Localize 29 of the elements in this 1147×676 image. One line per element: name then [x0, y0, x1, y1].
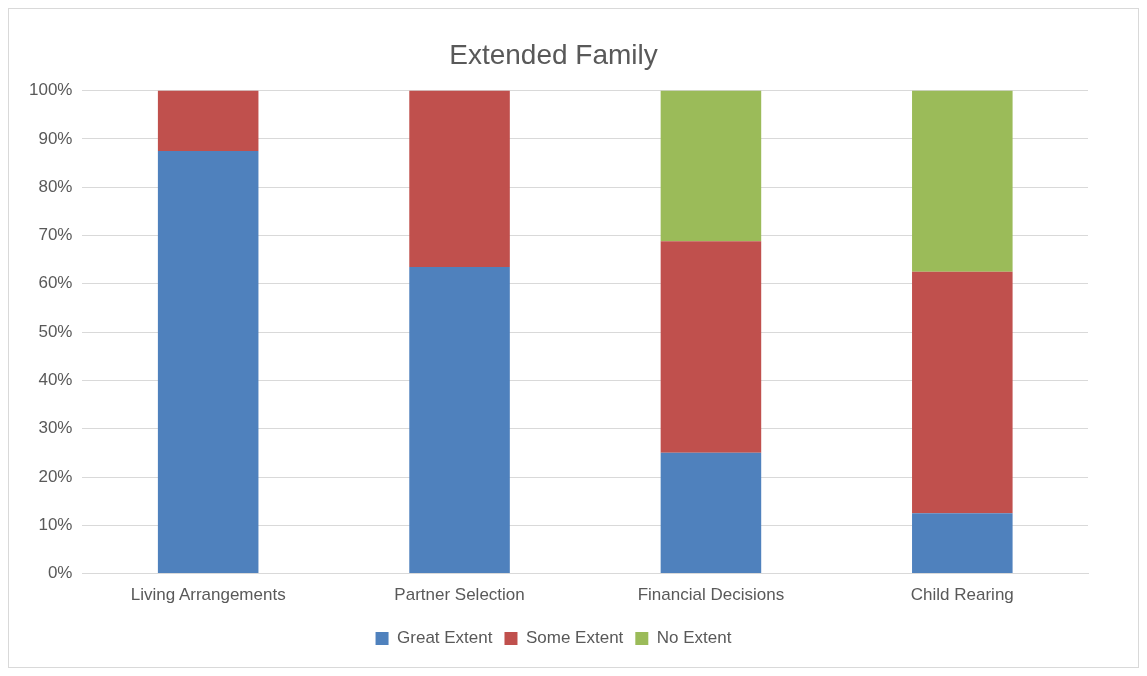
bar	[660, 452, 762, 574]
y-tick-label: 70%	[38, 225, 73, 245]
x-tick-label: Child Rearing	[910, 585, 1014, 605]
y-tick-label: 80%	[38, 176, 73, 196]
bar	[409, 266, 510, 574]
y-tick-label: 90%	[38, 128, 73, 148]
x-tick-label: Financial Decisions	[637, 585, 785, 605]
y-tick-label: 60%	[38, 273, 73, 293]
x-tick-label: Partner Selection	[394, 585, 525, 605]
bar	[660, 241, 762, 453]
legend-label: No Extent	[656, 628, 732, 648]
bar	[912, 271, 1013, 514]
y-tick-label: 20%	[38, 466, 73, 486]
y-tick-label: 100%	[29, 80, 73, 100]
y-tick-label: 50%	[38, 321, 73, 341]
legend-label: Some Extent	[525, 628, 624, 648]
legend-label: Great Extent	[397, 628, 493, 648]
bar	[660, 90, 762, 242]
x-tick-label: Living Arrangements	[130, 585, 286, 605]
y-tick-label: 10%	[38, 514, 73, 534]
bar	[912, 90, 1013, 272]
y-tick-label: 40%	[38, 370, 73, 390]
bar	[157, 90, 259, 151]
bar	[409, 90, 510, 267]
bar	[912, 513, 1013, 574]
y-tick-label: 30%	[38, 418, 73, 438]
bar	[157, 150, 259, 574]
chart-title: Extended Family	[449, 38, 658, 70]
y-tick-label: 0%	[47, 563, 73, 583]
